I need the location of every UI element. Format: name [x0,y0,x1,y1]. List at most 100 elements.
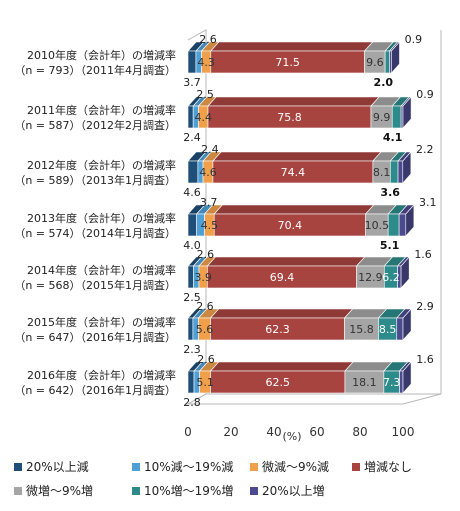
data-label: 10.5 [365,219,390,232]
data-label: 4.6 [199,166,217,179]
bar-segment [398,213,407,237]
bar-segment [384,50,390,74]
bar-segment [187,265,194,289]
data-label: 2.4 [201,143,219,156]
data-label: 2.0 [374,76,394,89]
bar-end-face [402,151,412,184]
data-label: 3.7 [183,76,201,89]
category-label-line1: 2010年度（会計年）の増減率 [27,48,176,62]
legend-swatch [352,462,360,471]
data-label: 3.1 [419,196,437,209]
data-label: 70.4 [278,219,303,232]
legend-swatch [14,462,22,471]
bar-segment [391,105,402,129]
legend-label: 10%減～19%減 [144,460,234,474]
legend-swatch [132,462,140,471]
category-label-line2: （n = 793）（2011年4月調査） [14,63,176,77]
data-label: 4.3 [197,56,215,69]
data-label: 75.8 [277,111,302,124]
bar-segment [397,160,404,184]
category-label-line2: （n = 589）（2013年1月調査） [14,173,176,187]
bar-segment-top [206,256,366,267]
x-tick-label: 80 [352,425,367,439]
legend-label: 20%以上減 [26,460,89,474]
legend-label: 20%以上増 [262,484,325,498]
bar-segment-top [209,308,354,319]
data-label: 2.4 [183,131,201,144]
legend-swatch [14,486,22,495]
bar-segment-top [207,96,380,107]
bar-segment [187,370,195,394]
data-label: 2.6 [199,33,217,46]
data-label: 2.2 [416,143,434,156]
x-tick-label: 20 [223,425,238,439]
bar-end-face [402,96,412,129]
data-label: 2.8 [183,396,201,409]
bar-segment [187,317,194,341]
legend-item: 10%増～19%増 [132,482,233,499]
data-label: 3.6 [380,186,400,199]
data-label: 18.1 [352,376,377,389]
category-label-line2: （n = 568）（2015年1月調査） [14,278,176,292]
legend-item: 10%減～19%減 [132,458,233,475]
data-label: 3.9 [194,271,212,284]
legend-item: 増減なし [352,458,412,475]
legend-swatch [132,486,140,495]
x-tick-label: 40 [266,425,281,439]
data-label: 1.6 [414,248,432,261]
data-label: 2.3 [183,343,201,356]
data-label: 2.6 [196,300,214,313]
x-tick-label: 60 [309,425,324,439]
data-label: 4.4 [195,111,213,124]
data-label: 9.6 [366,56,384,69]
data-label: 2.9 [416,300,434,313]
legend-label: 増減なし [364,460,413,474]
data-label: 2.6 [197,353,215,366]
legend-item: 20%以上増 [250,482,325,499]
category-label-line2: （n = 574）（2014年1月調査） [14,226,176,240]
data-label: 4.0 [183,239,201,252]
data-label: 5.1 [196,376,214,389]
data-label: 5.6 [196,323,214,336]
bar-segment-top [212,151,382,162]
data-label: 4.6 [183,186,201,199]
data-label: 4.5 [201,219,219,232]
x-tick-label: 0 [184,425,192,439]
category-label-line1: 2012年度（会計年）の増減率 [27,158,176,172]
data-label: 0.9 [405,33,423,46]
bar-segment [187,160,199,184]
category-label-line1: 2011年度（会計年）の増減率 [27,103,176,117]
data-label: 7.3 [383,376,401,389]
data-label: 1.6 [416,353,434,366]
category-label-line1: 2015年度（会計年）の増減率 [27,315,176,329]
bar-end-face [402,308,412,341]
data-label: 62.5 [266,376,291,389]
data-label: 74.4 [281,166,306,179]
category-label-line2: （n = 647）（2016年1月調査） [14,330,176,344]
legend-swatch [250,462,258,471]
data-label: 2.6 [197,248,215,261]
data-label: 6.2 [382,271,400,284]
category-label-line1: 2014年度（会計年）の増減率 [27,263,176,277]
bar-end-face [402,361,412,394]
bar-end-face [391,41,400,74]
data-label: 8.5 [379,323,397,336]
legend-swatch [250,486,258,495]
legend-item: 微増～9%増 [14,482,93,499]
bar-segment-top [210,41,374,52]
data-label: 3.7 [200,196,218,209]
legend-item: 微減～9%減 [250,458,329,475]
data-label: 62.3 [265,323,290,336]
data-label: 2.5 [196,88,214,101]
bar-segment [387,213,400,237]
category-label-line2: （n = 587）（2012年2月調査） [14,118,176,132]
bar-end-face [405,204,415,237]
bar-segment [396,317,404,341]
floor [186,393,442,405]
data-label: 2.5 [183,291,201,304]
x-axis-unit: (%) [282,430,301,443]
category-label-line2: （n = 642）（2016年1月調査） [14,383,176,397]
data-label: 15.8 [349,323,374,336]
bar-end-face [400,256,410,289]
data-label: 8.1 [373,166,391,179]
